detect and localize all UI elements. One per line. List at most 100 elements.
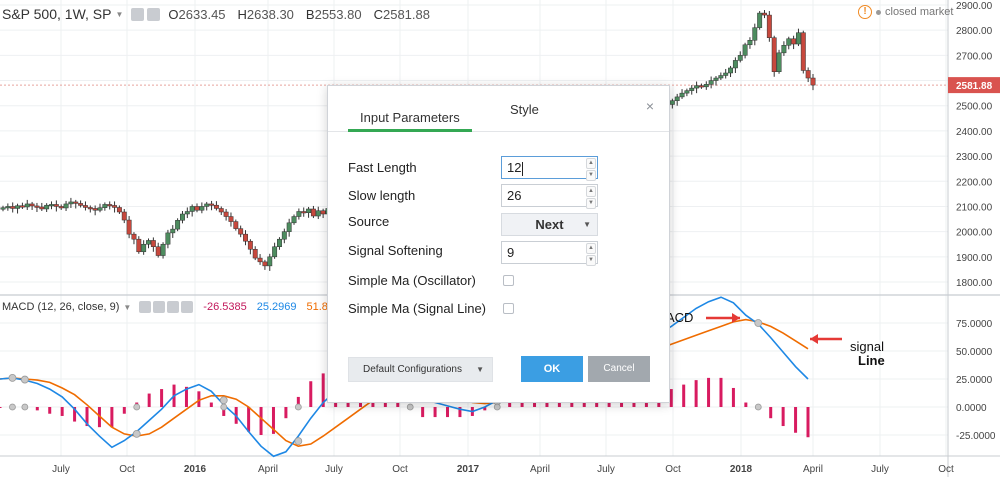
candle-body	[281, 231, 287, 240]
time-axis-tick-label: July	[325, 464, 343, 475]
plus-icon[interactable]	[167, 301, 180, 313]
cancel-button[interactable]: Cancel	[588, 356, 650, 382]
candle-body	[63, 203, 69, 209]
candle-body	[306, 208, 312, 214]
time-axis-tick-label: 2017	[457, 464, 480, 475]
candle-body	[126, 219, 132, 235]
macd-axis-tick-label: 0.0000	[956, 403, 987, 414]
candle-body	[718, 75, 724, 79]
candle-body	[116, 207, 122, 213]
candle-body	[698, 85, 704, 88]
symbol-selector[interactable]: S&P 500, 1W, SP ▼	[0, 6, 131, 22]
histogram-bar	[682, 384, 686, 407]
status-dot-icon	[876, 9, 881, 15]
candle-body	[29, 203, 35, 207]
histogram-bar	[35, 407, 39, 411]
warning-icon[interactable]: !	[858, 5, 872, 19]
candle-body	[141, 243, 147, 253]
zero-cross-marker	[406, 403, 414, 411]
candle-body	[92, 208, 98, 211]
macd-legend: MACD (12, 26, close, 9) ▼ -26.5385 25.29…	[0, 298, 346, 316]
zero-cross-marker	[220, 403, 228, 411]
fast-length-stepper[interactable]: ▲ ▼	[586, 158, 596, 181]
candle-body	[102, 204, 108, 208]
candle-body	[97, 207, 103, 211]
histogram-bar	[321, 373, 325, 407]
legend-action-buttons	[131, 7, 161, 21]
candle-body	[194, 206, 200, 211]
candle-body	[669, 100, 675, 105]
candle-body	[713, 77, 719, 81]
candle-body	[742, 44, 748, 56]
macd-title[interactable]: MACD (12, 26, close, 9)	[2, 301, 120, 313]
histogram-bar	[806, 407, 810, 438]
gear-icon[interactable]	[147, 7, 161, 21]
slow-length-stepper[interactable]: ▲ ▼	[586, 186, 596, 209]
eye-icon[interactable]	[131, 7, 145, 21]
candle-body	[19, 205, 25, 208]
candle-body	[228, 216, 234, 222]
market-status[interactable]: ! closed market	[858, 5, 953, 19]
chevron-down-icon[interactable]: ▼	[115, 9, 124, 19]
histogram-bar	[309, 381, 313, 407]
dialog-tabs: Input Parameters Style ×	[328, 86, 669, 132]
price-axis-tick-label: 2000.00	[956, 228, 993, 239]
chevron-up-icon: ▲	[586, 243, 596, 254]
candle-body	[15, 205, 21, 209]
candle-body	[238, 228, 244, 235]
candle-body	[58, 206, 64, 209]
chevron-down-icon[interactable]: ▼	[123, 302, 132, 312]
ohlc-low: B2553.80	[305, 6, 362, 22]
histogram-bar	[110, 407, 114, 428]
simple-ma-oscillator-checkbox[interactable]	[503, 275, 514, 286]
candle-body	[136, 238, 142, 253]
market-status-text: closed market	[885, 6, 954, 18]
histogram-bar	[48, 407, 52, 414]
source-select[interactable]: Next ▼	[501, 213, 598, 236]
close-icon[interactable]	[181, 301, 194, 313]
candle-body	[78, 203, 84, 206]
simple-ma-signal-checkbox[interactable]	[503, 303, 514, 314]
candle-body	[189, 206, 195, 212]
candle-body	[310, 208, 316, 217]
fast-length-input[interactable]: 12 ▲ ▼	[501, 156, 598, 181]
candle-body	[762, 12, 767, 16]
candle-body	[766, 14, 772, 38]
histogram-bar	[433, 407, 437, 418]
signal-arrow-icon-head	[810, 334, 818, 344]
signal-softening-input[interactable]: 9 ▲ ▼	[501, 241, 598, 266]
candle-body	[10, 206, 16, 209]
ok-button[interactable]: OK	[521, 356, 583, 382]
close-icon[interactable]: ×	[645, 98, 654, 114]
candle-body	[684, 90, 690, 94]
macd-axis-tick-label: 50.0000	[956, 347, 993, 358]
histogram-bar	[60, 407, 64, 416]
ohlc-close: C2581.88	[373, 6, 430, 22]
histogram-value: -26.5385	[203, 301, 247, 313]
slow-length-input[interactable]: 26 ▲ ▼	[501, 184, 598, 209]
histogram-bar	[0, 407, 2, 408]
symbol-legend: S&P 500, 1W, SP ▼ O2633.45 H2638.30 B255…	[0, 4, 430, 24]
candle-body	[175, 220, 181, 230]
ohlc-open: O2633.45	[168, 6, 226, 22]
macd-axis-tick-label: -25.0000	[956, 431, 996, 442]
histogram-bar	[731, 387, 735, 407]
histogram-bar	[247, 407, 251, 432]
candle-body	[199, 206, 205, 211]
signal-softening-stepper[interactable]: ▲ ▼	[586, 243, 596, 266]
candle-body	[757, 12, 763, 28]
candle-body	[107, 204, 113, 207]
tab-style[interactable]: Style	[510, 102, 539, 117]
candle-body	[24, 203, 30, 208]
simple-ma-oscillator-label: Simple Ma (Oscillator)	[348, 273, 476, 288]
price-axis-tick-label: 2800.00	[956, 26, 993, 37]
tab-input-parameters[interactable]: Input Parameters	[360, 110, 460, 125]
eye-icon[interactable]	[139, 301, 152, 313]
histogram-bar	[259, 407, 263, 435]
chevron-up-icon: ▲	[586, 186, 596, 197]
time-axis-tick-label: Oct	[119, 464, 135, 475]
source-label: Source	[348, 214, 390, 229]
gear-icon[interactable]	[153, 301, 166, 313]
histogram-bar	[533, 402, 537, 407]
default-configurations-button[interactable]: Default Configurations ▼	[348, 357, 493, 382]
